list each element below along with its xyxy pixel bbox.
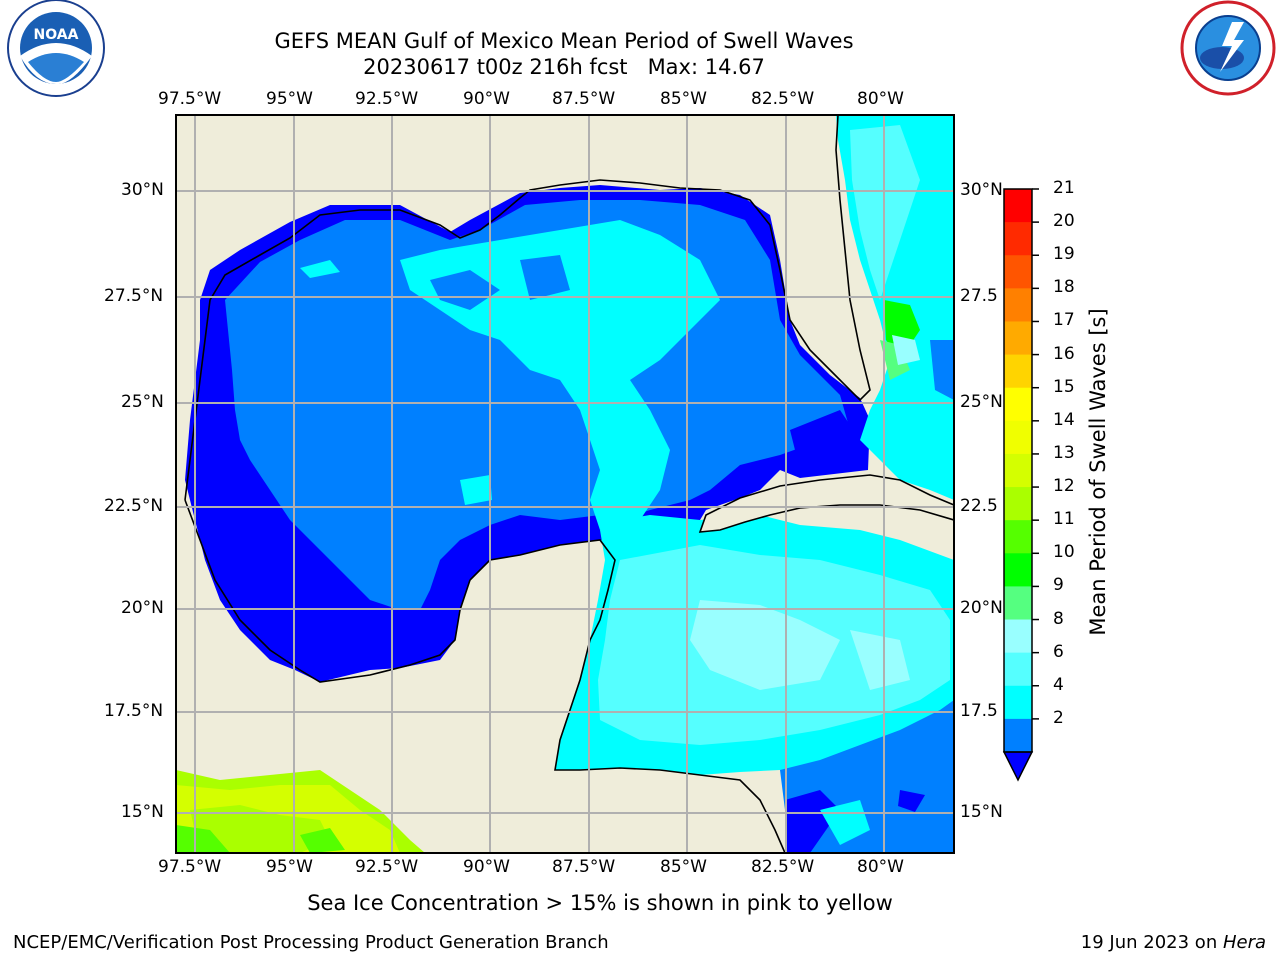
lon-label-top: 97.5°W [158, 89, 222, 109]
colorbar-tick-label: 18 [1053, 277, 1075, 298]
colorbar-segment [1004, 354, 1032, 389]
colorbar-segment [1004, 387, 1032, 422]
lon-label-bottom: 90°W [463, 857, 510, 877]
colorbar-segment [1004, 321, 1032, 356]
colorbar-segment [1004, 553, 1032, 587]
footer-host: Hera [1222, 932, 1266, 953]
colorbar-segment [1004, 420, 1032, 455]
title-line-1: GEFS MEAN Gulf of Mexico Mean Period of … [274, 29, 854, 53]
colorbar-tick-label: 16 [1053, 343, 1075, 364]
noaa-logo-text: NOAA [34, 27, 79, 43]
lon-label-bottom: 95°W [266, 857, 313, 877]
map-frame [175, 114, 955, 854]
lon-label-bottom: 82.5°W [751, 857, 815, 877]
colorbar-tick-label: 9 [1053, 575, 1064, 596]
lon-label-bottom: 80°W [857, 857, 904, 877]
lat-label-right: 17.5 [960, 701, 998, 721]
lat-label-right: 27.5 [960, 286, 998, 306]
lon-label-top: 90°W [463, 89, 510, 109]
lat-label-right: 20°N [960, 598, 1003, 618]
map-panel [175, 114, 955, 854]
colorbar-tick-label: 12 [1053, 476, 1075, 497]
lon-label-bottom: 92.5°W [355, 857, 419, 877]
colorbar-segment [1004, 685, 1032, 720]
colorbar-segment [1004, 255, 1032, 289]
lat-label-left: 17.5°N [104, 701, 164, 721]
colorbar-segment [1004, 652, 1032, 687]
colorbar-tick-label: 19 [1053, 244, 1075, 265]
colorbar-segment [1004, 222, 1032, 256]
colorbar-segment [1004, 586, 1032, 621]
noaa-logo: NOAA [7, 0, 105, 97]
colorbar-segment [1004, 520, 1032, 554]
colorbar [1002, 188, 1039, 782]
cuba-land [698, 474, 954, 533]
colorbar-segment [1004, 453, 1032, 488]
colorbar-tick-label: 20 [1053, 211, 1075, 232]
lat-label-left: 22.5°N [104, 496, 164, 516]
lon-label-top: 82.5°W [751, 89, 815, 109]
north-gulf-coast [184, 115, 871, 501]
lat-label-left: 25°N [121, 392, 164, 412]
lon-label-top: 80°W [857, 89, 904, 109]
colorbar-tick-label: 8 [1053, 608, 1064, 629]
title-line-2: 20230617 t00z 216h fcst Max: 14.67 [363, 55, 765, 79]
footer-credit: NCEP/EMC/Verification Post Processing Pr… [13, 932, 609, 953]
lat-label-left: 30°N [121, 180, 164, 200]
colorbar-tick-label: 11 [1053, 509, 1075, 530]
lat-label-right: 15°N [960, 802, 1003, 822]
lat-label-right: 25°N [960, 392, 1003, 412]
colorbar-segment [1004, 189, 1032, 223]
colorbar-title: Mean Period of Swell Waves [s] [1086, 308, 1110, 636]
colorbar-tick-label: 13 [1053, 442, 1075, 463]
lon-label-top: 95°W [266, 89, 313, 109]
yucatan-coast [469, 539, 786, 853]
sea-ice-note: Sea Ice Concentration > 15% is shown in … [307, 891, 893, 915]
lon-label-bottom: 97.5°W [158, 857, 222, 877]
colorbar-segment [1004, 718, 1032, 753]
colorbar-tick-label: 15 [1053, 376, 1075, 397]
lon-label-top: 92.5°W [355, 89, 419, 109]
colorbar-segment [1004, 619, 1032, 654]
lon-label-top: 87.5°W [552, 89, 616, 109]
colorbar-tick-label: 14 [1053, 409, 1075, 430]
lat-label-right: 30°N [960, 180, 1003, 200]
colorbar-tick-label: 4 [1053, 674, 1064, 695]
colorbar-tick-label: 17 [1053, 310, 1075, 331]
lat-label-left: 27.5°N [104, 286, 164, 306]
colorbar-segment [1004, 288, 1032, 322]
lon-label-bottom: 85°W [660, 857, 707, 877]
colorbar-tick-label: 6 [1053, 641, 1064, 662]
colorbar-tick-label: 2 [1053, 707, 1064, 728]
graticule [176, 115, 954, 853]
colorbar-frame [1003, 188, 1033, 753]
lat-label-left: 20°N [121, 598, 164, 618]
lon-label-top: 85°W [660, 89, 707, 109]
nws-logo [1180, 0, 1276, 96]
lat-label-right: 22.5 [960, 496, 998, 516]
colorbar-tick-label: 21 [1053, 178, 1075, 198]
lon-label-bottom: 87.5°W [552, 857, 616, 877]
footer-date: 19 Jun 2023 on Hera [1080, 932, 1266, 953]
colorbar-tick-label: 10 [1053, 542, 1075, 563]
colorbar-segment [1004, 487, 1032, 521]
lat-label-left: 15°N [121, 802, 164, 822]
colorbar-under-triangle [1002, 751, 1034, 782]
